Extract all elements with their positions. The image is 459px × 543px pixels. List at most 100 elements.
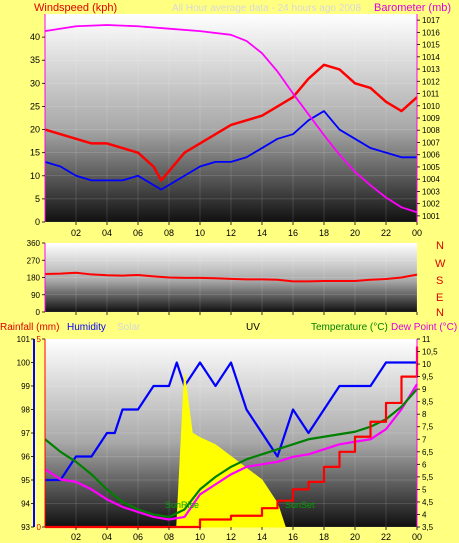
y-tick-label: 10 bbox=[30, 171, 40, 181]
top-grid bbox=[45, 14, 418, 223]
series-dew-point bbox=[44, 388, 418, 519]
direction-plot-background bbox=[45, 243, 417, 312]
temp-tick-label: 9 bbox=[422, 385, 427, 394]
y-tick-label: 40 bbox=[30, 32, 40, 42]
dir-y-tick-label: 360 bbox=[27, 239, 41, 248]
y2-tick-label: 1002 bbox=[422, 200, 440, 209]
series-solar bbox=[176, 374, 286, 528]
x-tick-label: 22 bbox=[381, 532, 391, 542]
windspeed-axis-label: Windspeed (kph) bbox=[34, 2, 117, 14]
x-tick-label: 06 bbox=[133, 532, 143, 542]
temp-tick-label: 5 bbox=[422, 485, 427, 494]
humidity-tick-label: 100 bbox=[17, 359, 31, 368]
humidity-tick-label: 93 bbox=[21, 523, 30, 532]
series-unlabelled-blue bbox=[44, 110, 417, 191]
y2-tick-label: 1010 bbox=[422, 102, 440, 111]
x-tick-label: 10 bbox=[195, 532, 205, 542]
y-tick-label: 0 bbox=[35, 217, 40, 227]
temperature-label: Temperature (°C) bbox=[311, 322, 388, 333]
y2-tick-label: 1015 bbox=[422, 41, 440, 50]
rainfall-label: Rainfall (mm) bbox=[0, 322, 59, 333]
x-tick-label: 00 bbox=[412, 532, 422, 542]
x-tick-label: 04 bbox=[102, 228, 112, 238]
humidity-tick-label: 95 bbox=[21, 476, 30, 485]
humidity-tick-label: 98 bbox=[21, 406, 30, 415]
x-tick-label: 16 bbox=[288, 228, 298, 238]
uv-label: UV bbox=[246, 322, 260, 333]
compass-n-top: N bbox=[436, 240, 444, 252]
top-series bbox=[44, 24, 418, 214]
sunset-label: SunSet bbox=[285, 500, 315, 510]
mid-axes: 0 90 180 270 360 bbox=[27, 239, 418, 317]
humidity-tick-label: 101 bbox=[17, 335, 31, 344]
compass-n-bottom: N bbox=[436, 307, 444, 319]
x-tick-label: 08 bbox=[164, 228, 174, 238]
temp-tick-label: 7 bbox=[422, 435, 427, 444]
dir-y-tick-label: 0 bbox=[36, 308, 41, 317]
temp-tick-label: 4,5 bbox=[422, 498, 434, 507]
compass-s: S bbox=[436, 275, 443, 287]
mid-series bbox=[44, 271, 418, 283]
sunrise-label: SunRise bbox=[165, 500, 199, 510]
x-tick-label: 02 bbox=[71, 228, 81, 238]
y2-tick-label: 1008 bbox=[422, 126, 440, 135]
humidity-tick-label: 99 bbox=[21, 382, 30, 391]
y2-tick-label: 1005 bbox=[422, 163, 440, 172]
compass-e: E bbox=[436, 292, 443, 304]
y2-tick-label: 1014 bbox=[422, 53, 440, 62]
x-tick-label: 04 bbox=[102, 532, 112, 542]
bottom-axes: 93949596979899100101053,544,555,566,577,… bbox=[17, 335, 438, 542]
y-tick-label: 5 bbox=[35, 194, 40, 204]
compass-w: W bbox=[435, 258, 446, 270]
x-tick-label: 22 bbox=[381, 228, 391, 238]
y2-tick-label: 1011 bbox=[422, 90, 440, 99]
top-axes: 0510152025303540100110021003100410051006… bbox=[30, 14, 440, 238]
temp-tick-label: 6,5 bbox=[422, 448, 434, 457]
y2-tick-label: 1009 bbox=[422, 114, 440, 123]
y2-tick-label: 1003 bbox=[422, 187, 440, 196]
temp-tick-label: 3,5 bbox=[422, 523, 434, 532]
x-tick-label: 20 bbox=[350, 228, 360, 238]
dir-y-tick-label: 90 bbox=[31, 291, 40, 300]
temp-tick-label: 11 bbox=[422, 335, 431, 344]
temp-tick-label: 10 bbox=[422, 360, 431, 369]
y2-tick-label: 1007 bbox=[422, 138, 440, 147]
compass-letters: N W S E N bbox=[435, 240, 446, 319]
y-tick-label: 30 bbox=[30, 78, 40, 88]
y-tick-label: 35 bbox=[30, 55, 40, 65]
x-tick-label: 18 bbox=[319, 532, 329, 542]
series-wind-direction bbox=[44, 271, 418, 283]
temp-tick-label: 7,5 bbox=[422, 423, 434, 432]
x-tick-label: 00 bbox=[412, 228, 422, 238]
faint-title: All Hour average data - 24 hours ago 200… bbox=[172, 3, 361, 14]
barometer-axis-label: Barometer (mb) bbox=[374, 2, 451, 14]
temp-tick-label: 8,5 bbox=[422, 398, 434, 407]
humidity-tick-label: 94 bbox=[21, 500, 30, 509]
y2-tick-label: 1006 bbox=[422, 151, 440, 160]
series-barometer bbox=[44, 24, 418, 214]
x-tick-label: 12 bbox=[226, 532, 236, 542]
temp-tick-label: 10,5 bbox=[422, 348, 438, 357]
x-tick-label: 08 bbox=[164, 532, 174, 542]
y2-tick-label: 1016 bbox=[422, 28, 440, 37]
temp-tick-label: 4 bbox=[422, 510, 427, 519]
humidity-tick-label: 97 bbox=[21, 429, 30, 438]
dewpoint-label: Dew Point (°C) bbox=[391, 322, 457, 333]
x-tick-label: 10 bbox=[195, 228, 205, 238]
solar-label: Solar bbox=[117, 322, 141, 333]
temp-tick-label: 9,5 bbox=[422, 373, 434, 382]
dir-y-tick-label: 270 bbox=[27, 256, 41, 265]
y2-tick-label: 1004 bbox=[422, 175, 440, 184]
y2-tick-label: 1012 bbox=[422, 77, 440, 86]
x-tick-label: 06 bbox=[133, 228, 143, 238]
temp-tick-label: 5,5 bbox=[422, 473, 434, 482]
y2-tick-label: 1013 bbox=[422, 65, 440, 74]
temp-tick-label: 6 bbox=[422, 460, 427, 469]
y-tick-label: 20 bbox=[30, 125, 40, 135]
humidity-label: Humidity bbox=[67, 322, 106, 333]
rain-tick-label: 0 bbox=[37, 523, 42, 532]
x-tick-label: 14 bbox=[257, 228, 267, 238]
x-tick-label: 18 bbox=[319, 228, 329, 238]
rain-tick-label: 5 bbox=[37, 335, 42, 344]
